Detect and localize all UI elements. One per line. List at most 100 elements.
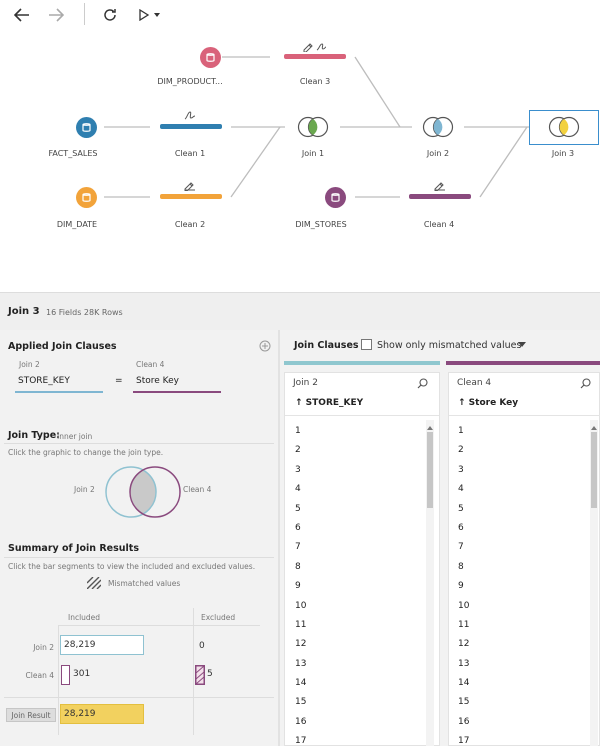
join1-node[interactable] <box>295 116 331 141</box>
join-clauses-title: Join Clauses <box>294 340 359 351</box>
pane-divider[interactable] <box>278 330 280 746</box>
join3-label: Join 3 <box>551 149 575 158</box>
list-item[interactable]: 17 <box>295 736 307 746</box>
list-item[interactable]: 6 <box>295 522 301 533</box>
dim-date-label: DIM_DATE <box>56 220 98 229</box>
join-type-venn[interactable] <box>100 465 186 522</box>
clean4-label: Clean 4 <box>423 220 455 229</box>
table-vline <box>58 625 59 735</box>
list-item[interactable]: 9 <box>295 581 301 592</box>
join-settings-pane <box>0 330 278 746</box>
arrow-right-icon[interactable] <box>45 4 67 26</box>
list-item[interactable]: 6 <box>458 522 464 533</box>
list-item[interactable]: 14 <box>458 678 470 689</box>
list-item[interactable]: 13 <box>458 658 470 669</box>
left-field-underline <box>15 391 103 393</box>
list-item[interactable]: 8 <box>458 561 464 572</box>
join2-included-bar[interactable] <box>60 635 144 655</box>
join-result-value: 28,219 <box>64 709 96 719</box>
clean4-node[interactable] <box>409 194 471 199</box>
list-item[interactable]: 7 <box>295 542 301 553</box>
summary-row-label: Clean 4 <box>25 671 54 680</box>
list-item[interactable]: 10 <box>458 600 470 611</box>
scroll-up-icon[interactable] <box>591 423 597 433</box>
list-item[interactable]: 7 <box>458 542 464 553</box>
join-result-label: Join Result <box>6 708 56 722</box>
list-item[interactable]: 12 <box>295 639 307 650</box>
left-column-field[interactable]: ↑ STORE_KEY <box>295 398 364 408</box>
left-join-field[interactable]: STORE_KEY <box>18 376 70 386</box>
join2-node[interactable] <box>420 116 456 141</box>
toolbar <box>0 0 600 30</box>
venn-right-label: Clean 4 <box>183 485 212 494</box>
list-item[interactable]: 9 <box>458 581 464 592</box>
list-item[interactable]: 2 <box>458 445 464 456</box>
search-icon[interactable] <box>580 378 591 392</box>
chevron-down-icon[interactable] <box>518 342 526 347</box>
flow-canvas: DIM_PRODUCT... FACT_SALES DIM_DATE DIM_S… <box>0 30 600 292</box>
search-icon[interactable] <box>417 378 428 392</box>
list-item[interactable]: 12 <box>458 639 470 650</box>
clean4-excluded-bar[interactable] <box>195 665 205 685</box>
list-item[interactable]: 17 <box>458 736 470 746</box>
list-item[interactable]: 1 <box>295 426 301 436</box>
left-scrollbar[interactable] <box>426 420 434 746</box>
flow-connections <box>104 56 540 198</box>
list-item[interactable]: 3 <box>458 464 464 475</box>
list-item[interactable]: 16 <box>295 716 307 727</box>
clean3-node[interactable] <box>284 54 346 59</box>
left-values-list: 1 2 3 4 5 6 7 8 9 10 11 12 13 14 15 16 1… <box>295 422 306 746</box>
list-item[interactable]: 1 <box>458 426 464 436</box>
clean4-excluded-value: 5 <box>207 669 213 679</box>
fact-sales-node[interactable] <box>76 117 97 138</box>
list-item[interactable]: 11 <box>458 619 470 630</box>
list-item[interactable]: 15 <box>295 697 307 708</box>
clean1-node[interactable] <box>160 124 222 129</box>
plus-circle-icon[interactable] <box>259 340 271 355</box>
right-scroll-thumb[interactable] <box>591 432 597 508</box>
left-scroll-thumb[interactable] <box>427 432 433 508</box>
divider <box>285 415 439 416</box>
dim-date-node[interactable] <box>76 187 97 208</box>
list-item[interactable]: 16 <box>458 716 470 727</box>
list-item[interactable]: 4 <box>295 484 301 495</box>
clean4-included-bar[interactable] <box>61 665 70 685</box>
panel-title: Join 3 <box>8 306 40 317</box>
list-item[interactable]: 5 <box>458 503 464 514</box>
join-result-bar[interactable] <box>60 704 144 724</box>
join3-node[interactable] <box>529 110 599 145</box>
play-icon[interactable] <box>133 4 155 26</box>
dim-stores-label: DIM_STORES <box>295 220 347 229</box>
clean4-included-value: 301 <box>73 669 91 679</box>
edit-icon <box>430 179 450 191</box>
right-scrollbar[interactable] <box>590 420 598 746</box>
clean2-node[interactable] <box>160 194 222 199</box>
list-item[interactable]: 4 <box>458 484 464 495</box>
mismatched-checkbox[interactable] <box>361 339 372 350</box>
list-item[interactable]: 2 <box>295 445 301 456</box>
caret-down-icon[interactable] <box>151 4 163 26</box>
left-color-strip <box>284 361 440 365</box>
dim-product-node[interactable] <box>200 47 221 68</box>
summary-title: Summary of Join Results <box>8 543 139 554</box>
list-item[interactable]: 15 <box>458 697 470 708</box>
mismatched-checkbox-label[interactable]: Show only mismatched values <box>377 340 522 351</box>
summary-hint: Click the bar segments to view the inclu… <box>8 562 256 571</box>
list-item[interactable]: 8 <box>295 561 301 572</box>
list-item[interactable]: 14 <box>295 678 307 689</box>
join-operator[interactable]: = <box>115 376 123 386</box>
right-join-field[interactable]: Store Key <box>136 376 179 386</box>
dim-stores-node[interactable] <box>325 187 346 208</box>
list-item[interactable]: 3 <box>295 464 301 475</box>
right-column-field[interactable]: ↑ Store Key <box>458 398 519 408</box>
divider <box>4 443 274 444</box>
list-item[interactable]: 11 <box>295 619 307 630</box>
list-item[interactable]: 10 <box>295 600 307 611</box>
list-item[interactable]: 5 <box>295 503 301 514</box>
arrow-left-icon[interactable] <box>11 4 33 26</box>
divider <box>58 625 260 626</box>
refresh-icon[interactable] <box>99 4 121 26</box>
scroll-up-icon[interactable] <box>427 423 433 433</box>
divider <box>4 697 274 698</box>
list-item[interactable]: 13 <box>295 658 307 669</box>
